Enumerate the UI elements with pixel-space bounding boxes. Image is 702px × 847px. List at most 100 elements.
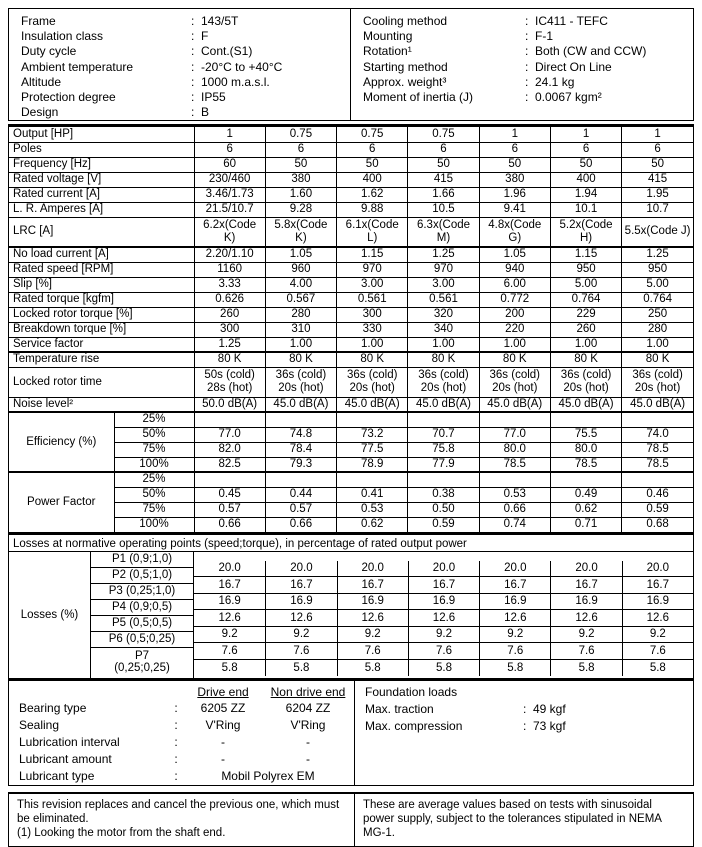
bearing-row: Lubricant type: Mobil Polyrex EM bbox=[9, 768, 354, 785]
value-cell: 10.5 bbox=[407, 201, 480, 218]
value-cell: 0.75 bbox=[407, 127, 480, 143]
table-row: Rated current [A] 3.46/1.73 1.60 1.62 1.66 1.… bbox=[9, 186, 693, 203]
value-cell: 3.33 bbox=[193, 276, 266, 293]
losses-value-cell: 16.9 bbox=[336, 593, 408, 610]
colon-separator: : bbox=[174, 718, 178, 732]
value-cell: 0.75 bbox=[336, 127, 409, 143]
losses-point-label: P7 (0,25;0,25) bbox=[114, 650, 170, 674]
losses-value-cell: 16.7 bbox=[265, 577, 337, 594]
value-cell: 0.567 bbox=[264, 291, 338, 308]
value-cell: 6 bbox=[478, 141, 551, 158]
losses-value-cell: 20.0 bbox=[550, 560, 622, 577]
value-cell: 0.71 bbox=[549, 516, 623, 533]
info-value: F-1 bbox=[535, 29, 553, 44]
table-row: Service factor 1.25 1.00 1.00 1.00 1.00 1.00 1.… bbox=[9, 336, 693, 353]
value-cell: 9.28 bbox=[264, 201, 338, 218]
value-cell: 0.561 bbox=[336, 291, 409, 308]
value-cell: 6 bbox=[336, 141, 409, 158]
value-cell: 0.75 bbox=[264, 127, 338, 143]
losses-point-label: P5 (0,5;0,5) bbox=[91, 616, 193, 632]
value-cell: 200 bbox=[478, 306, 551, 323]
value-cell: 45.0 dB(A) bbox=[264, 396, 338, 413]
row-label: L. R. Amperes [A] bbox=[9, 201, 195, 218]
value-cell: 0.53 bbox=[478, 486, 551, 503]
table-row: 75% 82.0 78.4 77.5 75.8 80.0 80.0 78.5 bbox=[9, 441, 693, 458]
foundation-row: Max. traction:49 kgf bbox=[365, 701, 693, 718]
value-cell: 4.00 bbox=[264, 276, 338, 293]
table-row: Temperature rise 80 K 80 K 80 K 80 K 80 K 80 K… bbox=[9, 351, 693, 368]
bearing-row: Lubricant amount: - - bbox=[9, 751, 354, 768]
losses-value-cell: 12.6 bbox=[265, 610, 337, 627]
value-cell: 0.44 bbox=[264, 486, 338, 503]
value-cell: 940 bbox=[478, 261, 551, 278]
value-cell: 80 K bbox=[193, 351, 266, 368]
value-cell: 380 bbox=[264, 171, 338, 188]
load-percentage-label: 50% bbox=[114, 426, 195, 443]
value-cell: 21.5/10.7 bbox=[193, 201, 266, 218]
bearing-row: Bearing type: 6205 ZZ 6204 ZZ bbox=[9, 700, 354, 717]
value-cell: 36s (cold) 20s (hot) bbox=[264, 366, 338, 398]
value-cell: 50 bbox=[549, 156, 623, 173]
losses-value-cell: 20.0 bbox=[194, 561, 266, 577]
bearing-row-label: Bearing type bbox=[19, 701, 87, 715]
losses-value-cell: 7.6 bbox=[407, 643, 480, 660]
losses-value-cell: 16.7 bbox=[621, 577, 693, 594]
value-cell: 6.3x(Code M) bbox=[407, 216, 480, 248]
general-info-box: Frame:143/5T Insulation class: F Duty cycle… bbox=[8, 8, 694, 121]
value-cell: 0.46 bbox=[621, 486, 693, 503]
value-cell: 80 K bbox=[264, 351, 338, 368]
losses-value-cell: 7.6 bbox=[336, 643, 408, 660]
bearing-row-label: Sealing bbox=[19, 718, 60, 732]
spec-frame: Output [HP] 1 0.75 0.75 0.75 1 1 1 Poles 6 6 6 6 6 6 6 F… bbox=[8, 124, 694, 786]
info-label: Frame bbox=[21, 14, 56, 28]
value-cell: 0.57 bbox=[193, 501, 266, 518]
tolerance-note-text: These are average values based on tests … bbox=[363, 798, 662, 839]
value-cell bbox=[407, 411, 480, 428]
value-cell: 400 bbox=[336, 171, 409, 188]
table-row: Rated torque [kgfm] 0.626 0.567 0.561 0.561 0… bbox=[9, 291, 693, 308]
value-cell: 1 bbox=[621, 127, 693, 143]
bearing-row-label: Lubricant amount bbox=[19, 752, 112, 766]
value-cell: 0.764 bbox=[621, 291, 693, 308]
info-row: Altitude:1000 m.a.s.l. bbox=[21, 75, 350, 90]
foundation-row: Max. compression:73 kgf bbox=[365, 718, 693, 735]
colon-separator: : bbox=[174, 735, 178, 749]
value-cell: 0.626 bbox=[193, 291, 266, 308]
table-row: L. R. Amperes [A] 21.5/10.7 9.28 9.88 10.5 9.… bbox=[9, 201, 693, 218]
value-cell: 320 bbox=[407, 306, 480, 323]
value-cell: 0.772 bbox=[478, 291, 551, 308]
bearing-row: Lubrication interval: - - bbox=[9, 734, 354, 751]
value-cell: 80.0 bbox=[478, 441, 551, 458]
value-cell: 78.5 bbox=[621, 456, 693, 473]
row-label: No load current [A] bbox=[9, 246, 195, 263]
value-cell: 1.66 bbox=[407, 186, 480, 203]
value-cell: 400 bbox=[549, 171, 623, 188]
value-cell: 5.5x(Code J) bbox=[621, 216, 693, 248]
table-row: Power Factor 25% bbox=[9, 471, 693, 533]
load-percentage-label: 25% bbox=[113, 411, 195, 428]
row-label: Output [HP] bbox=[9, 127, 195, 143]
value-cell: 1.15 bbox=[549, 246, 623, 263]
general-info-left-column: Frame:143/5T Insulation class: F Duty cycle… bbox=[9, 9, 351, 120]
row-label: Service factor bbox=[9, 336, 195, 353]
colon-separator: : bbox=[523, 701, 527, 716]
info-label: Cooling method bbox=[363, 14, 448, 28]
value-cell: 0.53 bbox=[336, 501, 409, 518]
value-cell: 0.68 bbox=[621, 516, 693, 533]
value-cell: 1.60 bbox=[264, 186, 338, 203]
colon-separator: : bbox=[191, 74, 195, 89]
losses-point-label: P2 (0,5;1,0) bbox=[91, 568, 193, 584]
table-row: 100% 82.5 79.3 78.9 77.9 78.5 78.5 78.5 bbox=[9, 456, 693, 473]
losses-value-cell: 5.8 bbox=[479, 659, 550, 676]
group-label: Power Factor bbox=[9, 471, 115, 533]
bearing-value-drive-end: 6205 ZZ bbox=[200, 701, 246, 715]
rotation-footnote: (1) Looking the motor from the shaft end… bbox=[17, 826, 226, 839]
bearing-value: Mobil Polyrex EM bbox=[221, 769, 315, 783]
colon-separator: : bbox=[191, 14, 195, 28]
value-cell: 0.62 bbox=[549, 501, 623, 518]
losses-section-header: Losses at normative operating points (sp… bbox=[9, 532, 693, 552]
value-cell: 80 K bbox=[336, 351, 409, 368]
value-cell: 45.0 dB(A) bbox=[407, 396, 480, 413]
info-label: Approx. weight³ bbox=[363, 74, 447, 89]
table-row: Rated voltage [V] 230/460 380 400 415 380 400 4… bbox=[9, 171, 693, 188]
